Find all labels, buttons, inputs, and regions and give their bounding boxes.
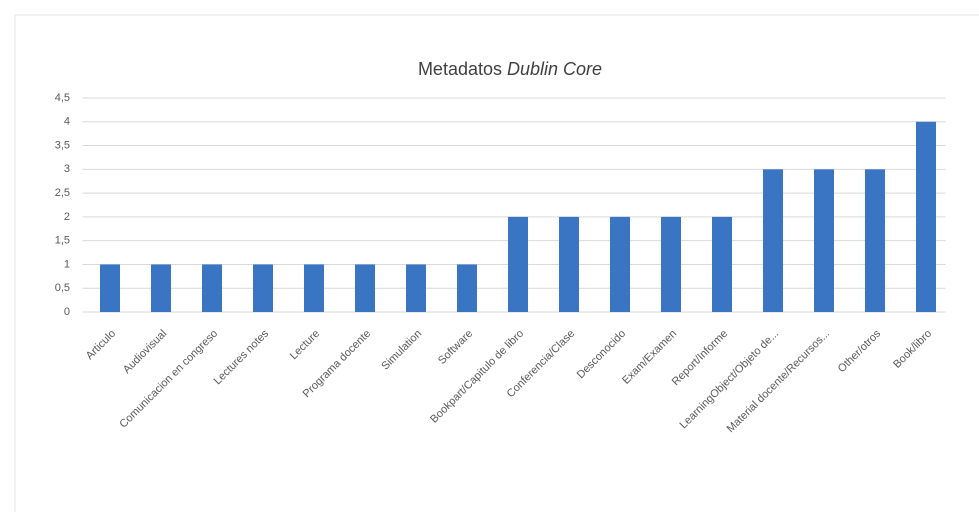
y-tick-label: 4,5 [55, 92, 70, 104]
y-tick-label: 1,5 [55, 235, 70, 247]
bar [916, 121, 936, 313]
y-tick-label: 4 [64, 116, 70, 128]
chart-title: Metadatos Dublin Core [418, 59, 602, 79]
y-tick-label: 3,5 [55, 139, 70, 151]
bar [355, 264, 375, 312]
chart-card [14, 14, 979, 512]
y-tick-label: 1 [64, 258, 70, 270]
bar [202, 264, 222, 312]
y-tick-label: 0 [64, 306, 70, 318]
bar [559, 216, 579, 312]
bar [763, 169, 783, 312]
y-tick-label: 2 [64, 211, 70, 223]
y-tick-label: 3 [64, 163, 70, 175]
title-emphasis: Dublin Core [507, 59, 602, 79]
bar [865, 169, 885, 312]
bar [151, 264, 171, 312]
bar [100, 264, 120, 312]
bar [661, 216, 681, 312]
bar [814, 169, 834, 312]
bar [610, 216, 630, 312]
bar [712, 216, 732, 312]
bar [304, 264, 324, 312]
title-text: Metadatos [418, 59, 502, 79]
y-tick-label: 0,5 [55, 282, 70, 294]
bar [508, 216, 528, 312]
y-tick-label: 2,5 [55, 187, 70, 199]
bar [253, 264, 273, 312]
bar [457, 264, 477, 312]
bar [406, 264, 426, 312]
